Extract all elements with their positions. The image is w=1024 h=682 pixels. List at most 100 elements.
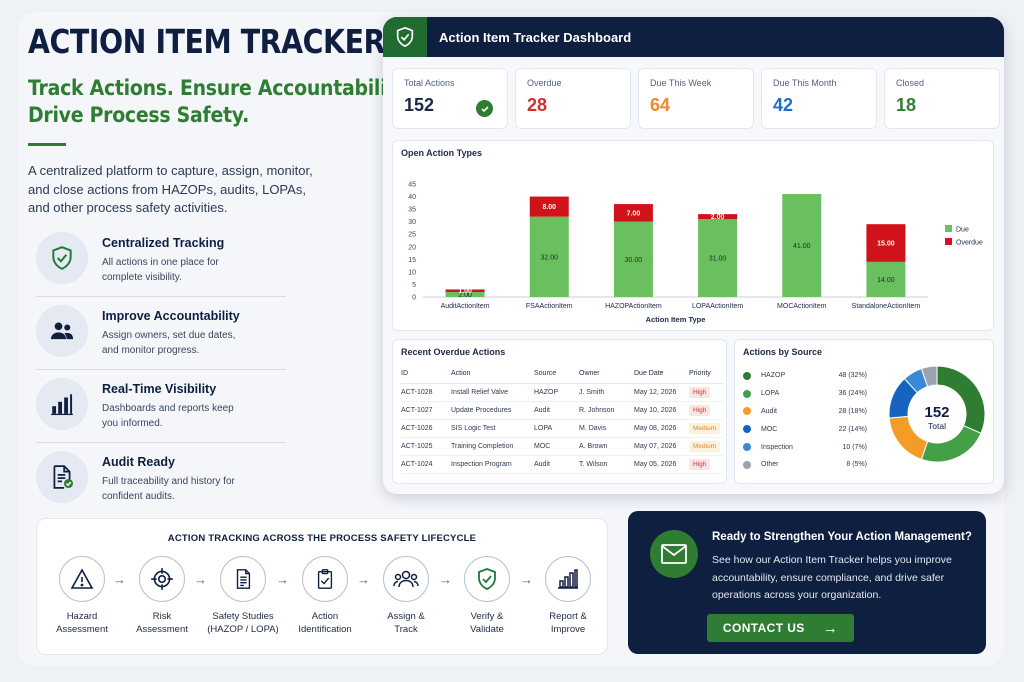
bar-chart-icon [545, 556, 591, 602]
arrow-right-icon: → [822, 619, 839, 637]
step-label-line: Improve [550, 623, 586, 635]
document-icon [220, 556, 266, 602]
source-row[interactable]: MOC 22 (14%) [743, 420, 867, 438]
tagline-line-2: Drive Process Safety. [28, 103, 250, 127]
lifecycle-step[interactable]: Verify & Validate [442, 556, 532, 636]
contact-us-button[interactable]: CONTACT US → [707, 614, 854, 642]
table-cell: May 10, 2026 [634, 401, 689, 420]
table-cell: May 08, 2026 [634, 419, 689, 438]
donut-slice[interactable] [920, 365, 938, 388]
kpi-label: Due This Month [773, 78, 837, 88]
feature-title: Audit Ready [102, 455, 175, 469]
data-label: 30.00 [625, 257, 643, 264]
data-label: 2.00 [458, 292, 472, 299]
column-header[interactable]: Source [534, 365, 579, 384]
kpi-due-this-month[interactable]: Due This Month 42 [761, 68, 877, 129]
step-label-line: Safety Studies [212, 611, 274, 622]
x-tick-label: HAZOPActionItem [605, 303, 662, 310]
tagline: Track Actions. Ensure Accountability. Dr… [28, 75, 413, 129]
kpi-due-this-week[interactable]: Due This Week 64 [638, 68, 754, 129]
warning-icon [59, 556, 105, 602]
bar-segment-due[interactable] [698, 219, 738, 297]
source-name: LOPA [761, 390, 780, 398]
table-cell: HAZOP [534, 383, 579, 402]
bar-segment-overdue[interactable] [529, 196, 569, 217]
source-row[interactable]: HAZOP 48 (32%) [743, 367, 867, 385]
source-value: 8 (5%) [846, 461, 867, 469]
document-check-icon [36, 451, 88, 503]
donut-slice[interactable] [888, 415, 929, 461]
bar-segment-due[interactable] [529, 216, 569, 297]
table-row[interactable]: ACT-1027 Update Procedures Audit R. Johnson… [401, 401, 723, 420]
source-row[interactable]: LOPA 36 (24%) [743, 385, 867, 403]
source-row[interactable]: Audit 28 (18%) [743, 403, 867, 421]
bar-segment-due[interactable] [866, 261, 906, 297]
column-header[interactable]: Action [451, 365, 534, 384]
table-row[interactable]: ACT-1024 Inspection Program Audit T. Wilson… [401, 455, 723, 474]
donut-slice[interactable] [920, 424, 982, 463]
legend-label: Overdue [956, 240, 983, 247]
lifecycle-step[interactable]: Risk Assessment [117, 556, 207, 636]
recent-overdue-card: Recent Overdue Actions ID Action Source … [392, 339, 727, 484]
source-row[interactable]: Inspection 10 (7%) [743, 438, 867, 456]
kpi-value: 42 [773, 95, 794, 115]
shield-check-icon [464, 556, 510, 602]
bar-segment-overdue[interactable] [866, 224, 906, 262]
shield-check-icon [36, 232, 88, 284]
priority-cell: High [689, 401, 723, 420]
bar-segment-due[interactable] [613, 221, 653, 297]
kpi-value: 18 [896, 95, 917, 115]
kpi-closed[interactable]: Closed 18 [884, 68, 1000, 129]
step-label-line: Validate [470, 623, 504, 635]
legend-dot [743, 443, 751, 452]
bar-segment-due[interactable] [782, 194, 822, 297]
lifecycle-step[interactable]: Action Identification [280, 556, 370, 636]
data-label: 7.00 [627, 210, 641, 217]
table-cell: R. Johnson [579, 401, 634, 420]
data-label: 14.00 [877, 277, 895, 284]
kpi-label: Overdue [527, 78, 562, 88]
dashboard-title: Action Item Tracker Dashboard [439, 29, 632, 45]
column-header[interactable]: ID [401, 365, 451, 384]
step-label: Safety Studies (HAZOP / LOPA) [198, 611, 288, 636]
feature-item: Improve Accountability Assign owners, se… [36, 297, 286, 370]
table-cell: May 07, 2026 [634, 437, 689, 456]
source-row[interactable]: Other 8 (5%) [743, 456, 867, 474]
feature-list: Centralized Tracking All actions in one … [36, 224, 286, 516]
column-header[interactable]: Priority [689, 365, 723, 384]
source-name: Inspection [761, 443, 793, 451]
priority-cell: Medium [689, 419, 723, 438]
kpi-total-actions[interactable]: Total Actions 152 [392, 68, 508, 129]
source-value: 48 (32%) [838, 372, 867, 380]
table-cell: ACT-1028 [401, 383, 451, 402]
column-header[interactable]: Owner [579, 365, 634, 384]
column-header[interactable]: Due Date [634, 365, 689, 384]
data-label: 2.00 [711, 214, 725, 221]
bar-segment-overdue[interactable] [613, 204, 653, 222]
feature-description: All actions in one place for complete vi… [102, 257, 219, 283]
lifecycle-step[interactable]: Report & Improve [523, 556, 613, 636]
table-row[interactable]: ACT-1028 Install Relief Valve HAZOP J. Smit… [401, 383, 723, 402]
table-row[interactable]: ACT-1025 Training Completion MOC A. Brown Ma… [401, 437, 723, 456]
priority-badge: Medium [689, 440, 721, 452]
table-cell: M. Davis [579, 419, 634, 438]
table-row[interactable]: ACT-1026 SIS Logic Test LOPA M. Davis May 08… [401, 419, 723, 438]
lifecycle-step[interactable]: Safety Studies (HAZOP / LOPA) [198, 556, 288, 636]
bar-segment-due[interactable] [445, 291, 485, 297]
actions-by-source-card: Actions by Source HAZOP 48 (32%) LOPA 36 (2… [734, 339, 994, 484]
lifecycle-step[interactable]: Assign & Track [361, 556, 451, 636]
bar-segment-overdue[interactable] [445, 289, 485, 292]
lifecycle-step[interactable]: Hazard Assessment [37, 556, 127, 636]
lifecycle-title: ACTION TRACKING ACROSS THE PROCESS SAFET… [167, 533, 477, 544]
step-label: Verify & Validate [442, 611, 532, 636]
y-tick-label: 10 [408, 269, 416, 276]
y-tick-label: 35 [408, 207, 416, 214]
kpi-overdue[interactable]: Overdue 28 [515, 68, 631, 129]
step-label: Hazard Assessment [37, 611, 127, 636]
step-label-line: Assessment [136, 623, 188, 635]
table-cell: Inspection Program [451, 455, 534, 474]
bar-segment-overdue[interactable] [698, 214, 738, 220]
cta-panel: Ready to Strengthen Your Action Manageme… [628, 511, 986, 654]
x-tick-label: AuditActionItem [441, 303, 490, 310]
